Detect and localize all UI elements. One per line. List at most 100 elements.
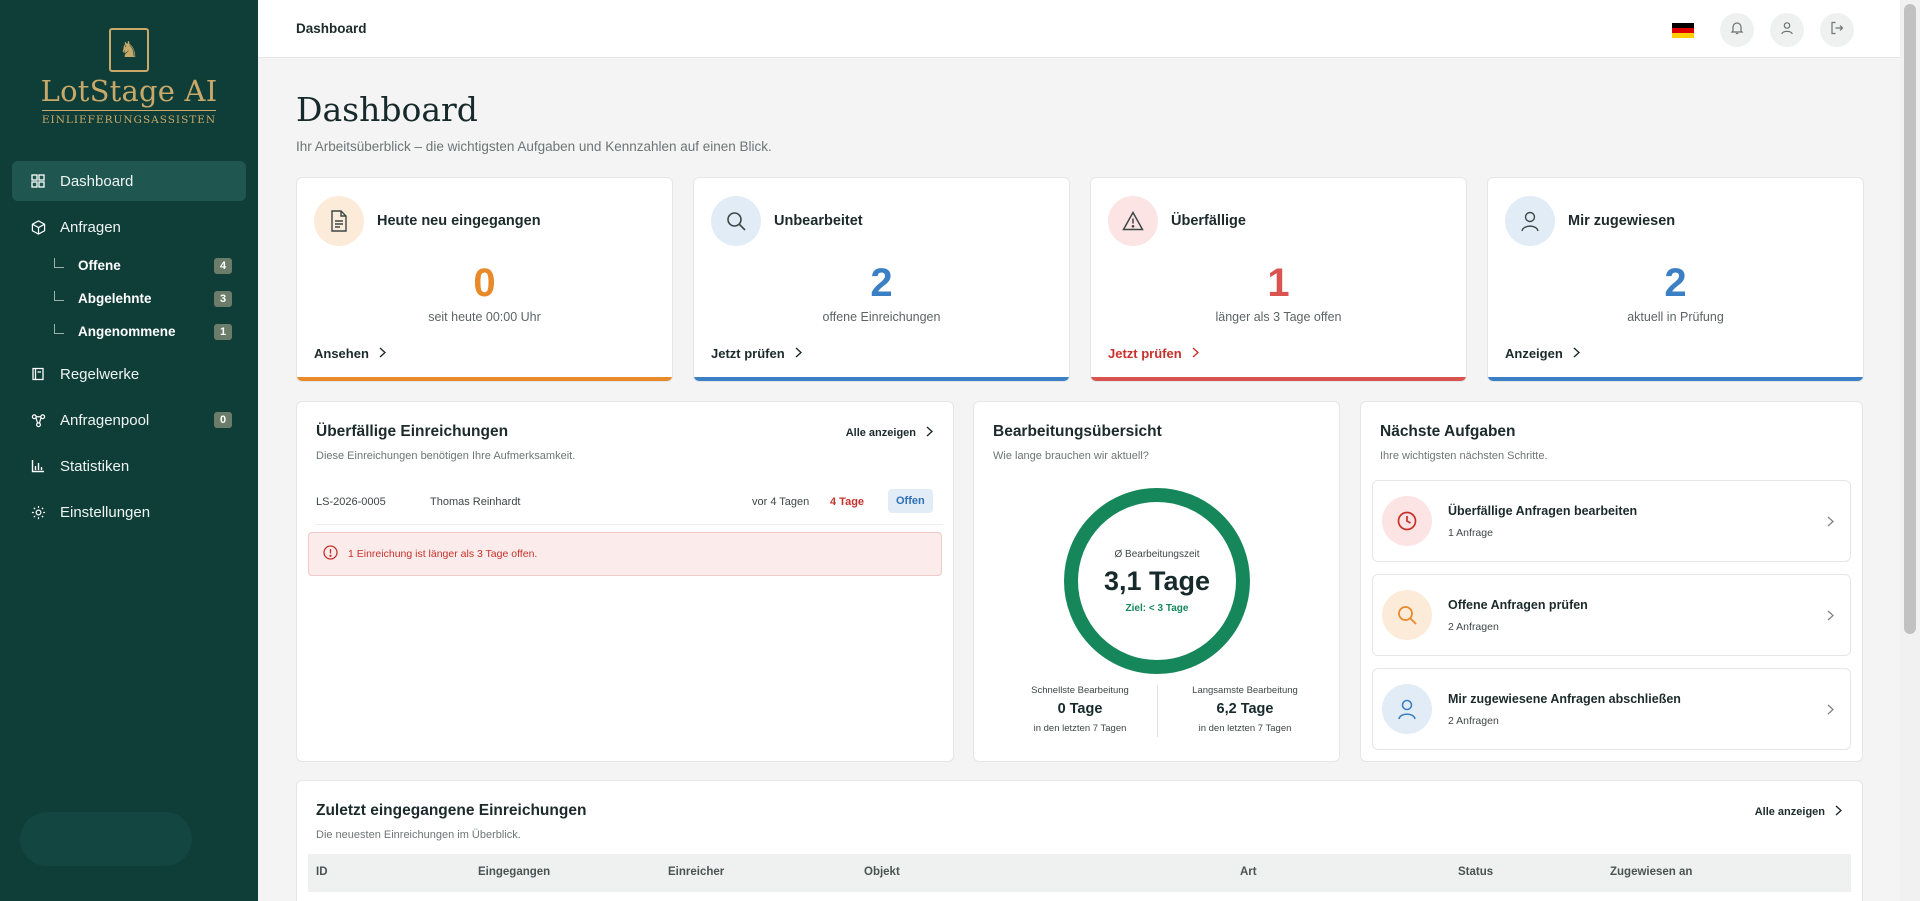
scrollbar-thumb[interactable] <box>1904 4 1916 634</box>
sidebar-subitem-angenommene[interactable]: Angenommene 1 <box>12 315 246 348</box>
chevron-right-icon <box>1192 346 1199 361</box>
view-all-link[interactable]: Alle anzeigen <box>846 426 934 440</box>
kpi-accent-bar <box>1488 377 1863 381</box>
kpi-title: Unbearbeitet <box>774 213 863 229</box>
logo-emblem-icon: ♞ <box>109 28 149 72</box>
stat-divider <box>1157 685 1158 737</box>
sidebar-item-dashboard[interactable]: Dashboard <box>12 161 246 201</box>
task-title: Offene Anfragen prüfen <box>1448 598 1588 612</box>
sidebar-item-regelwerke[interactable]: Regelwerke <box>12 354 246 394</box>
column-header[interactable]: Objekt <box>864 866 900 878</box>
alert-text: 1 Einreichung ist länger als 3 Tage offe… <box>348 548 538 560</box>
user-icon <box>1505 196 1555 246</box>
kpi-value: 0 <box>473 261 496 305</box>
submission-age: vor 4 Tagen <box>752 496 810 508</box>
logout-icon <box>1830 21 1844 40</box>
overdue-alert: 1 Einreichung ist länger als 3 Tage offe… <box>308 532 942 576</box>
kpi-link-jetzt-pruefen[interactable]: Jetzt prüfen <box>711 346 802 361</box>
topbar-actions <box>1672 13 1854 47</box>
kpi-value: 2 <box>870 261 893 305</box>
sidebar-item-einstellungen[interactable]: Einstellungen <box>12 492 246 532</box>
tree-branch-icon <box>54 290 64 301</box>
column-header[interactable]: Zugewiesen an <box>1610 866 1693 878</box>
chevron-right-icon <box>795 346 802 361</box>
column-header[interactable]: Eingegangen <box>478 866 551 878</box>
panel-title: Nächste Aufgaben <box>1380 423 1516 440</box>
status-badge: Offen <box>888 489 933 513</box>
topbar: Dashboard <box>258 0 1900 58</box>
stat-value: 6,2 Tage <box>1216 701 1274 717</box>
profile-button[interactable] <box>1770 13 1804 47</box>
book-icon <box>28 367 48 381</box>
column-header[interactable]: Einreicher <box>668 866 725 878</box>
chevron-right-icon <box>1827 702 1834 720</box>
chevron-right-icon <box>1835 805 1843 819</box>
clock-icon <box>1382 496 1432 546</box>
processing-panel: Bearbeitungsübersicht Wie lange brauchen… <box>973 401 1340 762</box>
kpi-link-anzeigen[interactable]: Anzeigen <box>1505 346 1580 361</box>
box-icon <box>28 219 48 235</box>
sidebar-item-label: Anfragen <box>60 218 121 236</box>
table-header: ID Eingegangen Einreicher Objekt Art Sta… <box>308 854 1851 892</box>
sidebar-item-anfragen[interactable]: Anfragen <box>12 207 246 247</box>
processing-time-gauge: Ø Bearbeitungszeit 3,1 Tage Ziel: < 3 Ta… <box>1064 488 1250 674</box>
kpi-caption: aktuell in Prüfung <box>1627 310 1724 324</box>
logout-button[interactable] <box>1820 13 1854 47</box>
brand-logo[interactable]: ♞ LotStage AI EINLIEFERUNGSASSISTEN <box>0 28 258 128</box>
kpi-link-label: Jetzt prüfen <box>711 346 785 361</box>
sidebar-item-label: Regelwerke <box>60 365 140 383</box>
brand-name: LotStage AI <box>40 74 218 108</box>
user-icon <box>1382 684 1432 734</box>
sidebar-item-label: Einstellungen <box>60 503 151 521</box>
sidebar-subitem-label: Offene <box>78 258 121 273</box>
chevron-right-icon <box>926 426 934 440</box>
sidebar-subitem-offene[interactable]: Offene 4 <box>12 249 246 282</box>
german-flag-icon[interactable] <box>1672 22 1694 38</box>
tree-branch-icon <box>54 323 64 334</box>
table-row[interactable]: LS-2026-0005 Thomas Reinhardt vor 4 Tage… <box>316 480 943 525</box>
column-header[interactable]: Status <box>1458 866 1494 878</box>
stat-label: Langsamste Bearbeitung <box>1192 685 1298 696</box>
view-all-link[interactable]: Alle anzeigen <box>1755 805 1843 819</box>
overdue-days: 4 Tage <box>830 496 865 508</box>
task-open-requests[interactable]: Offene Anfragen prüfen 2 Anfragen <box>1372 574 1851 656</box>
task-assigned-requests[interactable]: Mir zugewiesene Anfragen abschließen 2 A… <box>1372 668 1851 750</box>
chevron-right-icon <box>1827 608 1834 626</box>
sidebar-subitem-abgelehnte[interactable]: Abgelehnte 3 <box>12 282 246 315</box>
submitter-name: Thomas Reinhardt <box>430 496 521 508</box>
network-icon <box>28 413 48 428</box>
bar-chart-icon <box>28 459 48 473</box>
notifications-button[interactable] <box>1720 13 1754 47</box>
gauge-goal: Ziel: < 3 Tage <box>1125 602 1189 614</box>
kpi-accent-bar <box>694 377 1069 381</box>
recent-submissions-panel: Zuletzt eingegangene Einreichungen Die n… <box>296 780 1863 901</box>
slowest-processing: Langsamste Bearbeitung 6,2 Tage in den l… <box>1175 685 1315 734</box>
stat-label: Schnellste Bearbeitung <box>1031 685 1129 696</box>
kpi-link-ansehen[interactable]: Ansehen <box>314 346 386 361</box>
warning-icon <box>1108 196 1158 246</box>
kpi-title: Überfällige <box>1171 213 1246 229</box>
task-overdue-requests[interactable]: Überfällige Anfragen bearbeiten 1 Anfrag… <box>1372 480 1851 562</box>
breadcrumb: Dashboard <box>296 21 367 36</box>
chevron-right-icon <box>1573 346 1580 361</box>
sidebar-subitems: Offene 4 Abgelehnte 3 Angenommene 1 <box>12 249 246 348</box>
user-profile-placeholder[interactable] <box>20 812 192 866</box>
kpi-title: Heute neu eingegangen <box>377 213 541 229</box>
kpi-caption: länger als 3 Tage offen <box>1215 310 1342 324</box>
task-subtitle: 2 Anfragen <box>1448 621 1499 633</box>
kpi-link-jetzt-pruefen-overdue[interactable]: Jetzt prüfen <box>1108 346 1199 361</box>
next-tasks-panel: Nächste Aufgaben Ihre wichtigsten nächst… <box>1360 401 1863 762</box>
kpi-link-label: Ansehen <box>314 346 369 361</box>
kpi-title: Mir zugewiesen <box>1568 213 1676 229</box>
sidebar-item-statistiken[interactable]: Statistiken <box>12 446 246 486</box>
task-title: Mir zugewiesene Anfragen abschließen <box>1448 692 1681 706</box>
column-header[interactable]: ID <box>316 866 328 878</box>
sidebar-item-label: Dashboard <box>60 172 134 190</box>
submission-id: LS-2026-0005 <box>316 496 386 508</box>
stat-note: in den letzten 7 Tagen <box>1033 723 1127 734</box>
page-scrollbar[interactable] <box>1900 0 1920 901</box>
kpi-link-label: Anzeigen <box>1505 346 1563 361</box>
chevron-right-icon <box>379 346 386 361</box>
column-header[interactable]: Art <box>1240 866 1257 878</box>
sidebar-item-anfragenpool[interactable]: Anfragenpool 0 <box>12 400 246 440</box>
